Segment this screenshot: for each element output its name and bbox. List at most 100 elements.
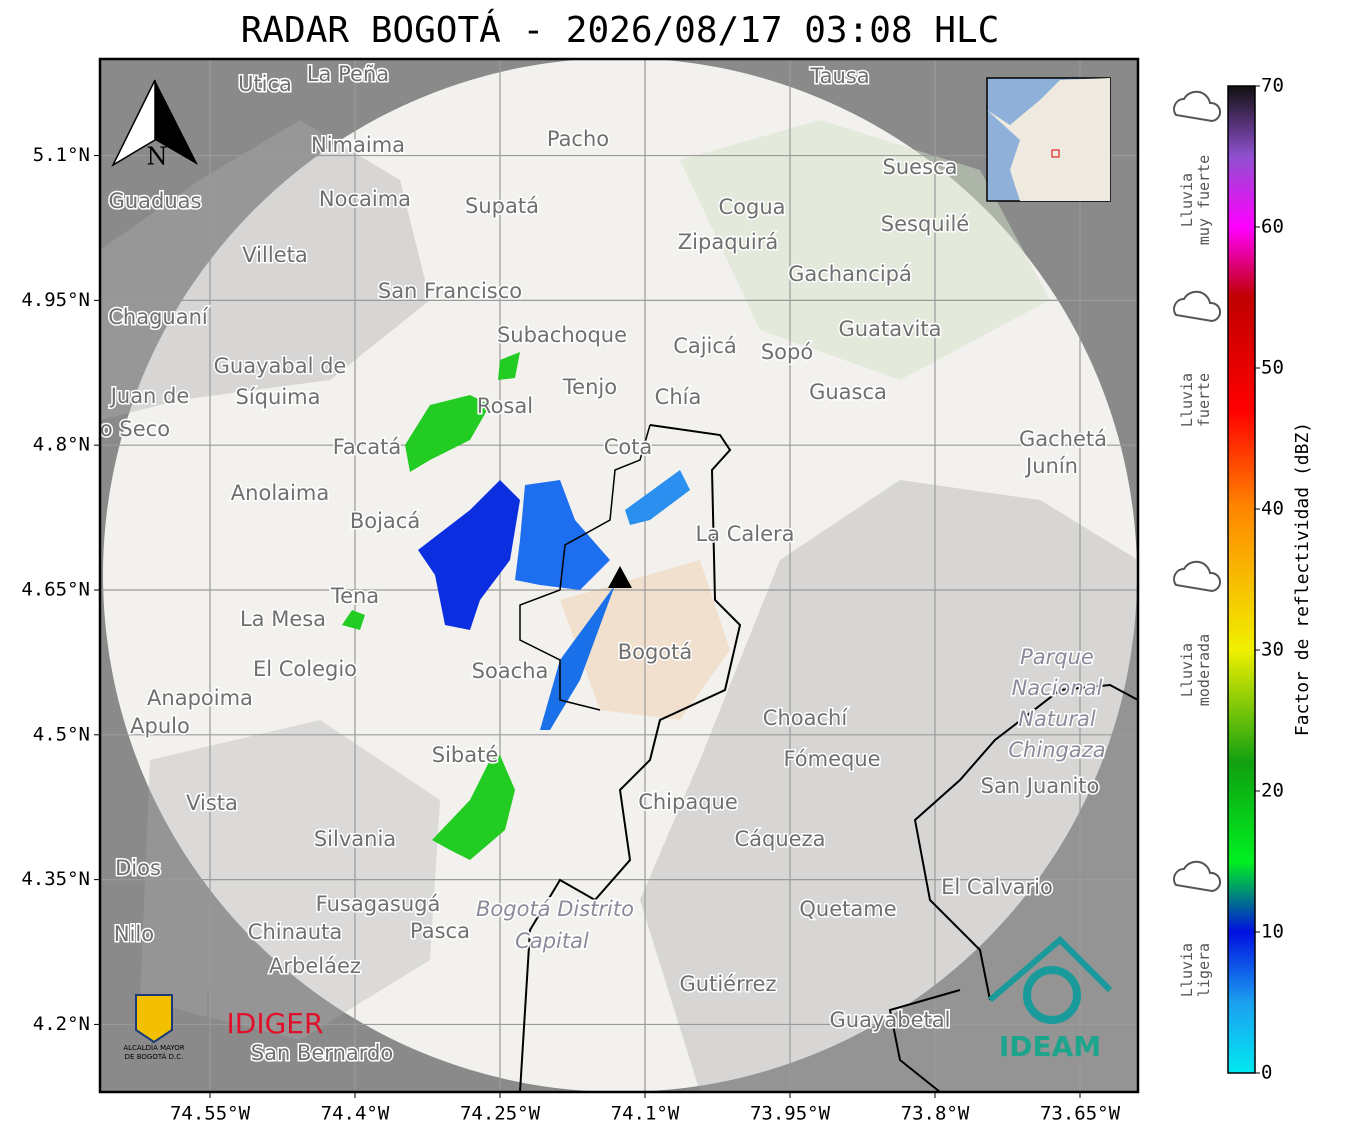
place-label: Rosal bbox=[477, 394, 533, 418]
radar-echoes bbox=[342, 352, 690, 860]
place-label: Juan de bbox=[109, 384, 190, 408]
x-tick-label: 73.95°W bbox=[750, 1103, 831, 1125]
place-label: Bogotá Distrito bbox=[476, 897, 634, 921]
place-label: Nilo bbox=[114, 922, 154, 946]
place-label: Sibaté bbox=[432, 743, 499, 767]
colorbar bbox=[1227, 85, 1256, 1074]
rain-level-label: moderada bbox=[1195, 634, 1213, 706]
place-label: Utica bbox=[238, 72, 292, 96]
place-label: Choachí bbox=[763, 706, 849, 730]
place-label: Guatavita bbox=[839, 317, 942, 341]
place-label: Silvania bbox=[314, 827, 396, 851]
y-tick-label: 4.95°N bbox=[21, 289, 90, 311]
colorbar-label: Factor de reflectividad (dBZ) bbox=[1292, 422, 1313, 736]
place-label: Anolaima bbox=[231, 481, 329, 505]
place-label: La Mesa bbox=[240, 607, 326, 631]
place-label: Facatá bbox=[333, 435, 402, 459]
place-label: San Juanito bbox=[981, 774, 1100, 798]
place-label: Guaduas bbox=[109, 189, 202, 213]
place-label: Bogotá bbox=[618, 640, 693, 664]
rain-level-label: Lluvia bbox=[1178, 643, 1196, 697]
place-label: o Seco bbox=[100, 417, 170, 441]
plot-frame bbox=[98, 57, 1140, 1094]
colorbar-tick-label: 10 bbox=[1261, 921, 1284, 943]
place-label: Parque bbox=[1020, 645, 1094, 669]
y-tick-label: 4.35°N bbox=[21, 868, 90, 890]
place-label: Villeta bbox=[242, 243, 307, 267]
place-label: Fómeque bbox=[783, 747, 880, 771]
x-tick-label: 74.1°W bbox=[611, 1103, 680, 1125]
place-label: El Colegio bbox=[253, 657, 357, 681]
rain-level-label: Lluvia bbox=[1178, 173, 1196, 227]
place-label: Fusagasugá bbox=[316, 892, 441, 916]
x-tick-label: 74.4°W bbox=[321, 1103, 390, 1125]
place-labels: La Peña Utica Tausa Pacho Nimaima Guaduas Noca… bbox=[100, 61, 1109, 1067]
place-label: Capital bbox=[515, 929, 589, 953]
x-tick-label: 73.65°W bbox=[1040, 1103, 1121, 1125]
inset-map bbox=[986, 77, 1111, 202]
place-label: Cota bbox=[604, 435, 653, 459]
place-label: Natural bbox=[1018, 707, 1096, 731]
place-label: Dios bbox=[115, 856, 161, 880]
place-label: Chingaza bbox=[1008, 738, 1105, 762]
x-tick-label: 74.25°W bbox=[460, 1103, 541, 1125]
place-label: San Bernardo bbox=[251, 1041, 393, 1065]
place-label: Síquima bbox=[236, 385, 321, 409]
logos: IDIGER ALCALDÍA MAYOR DE BOGOTÁ D.C. IDE… bbox=[123, 935, 1113, 1063]
x-tick-label: 73.8°W bbox=[901, 1103, 970, 1125]
axes: 74.55°W 74.4°W 74.25°W 74.1°W 73.95°W 73.8°W 7… bbox=[21, 144, 1120, 1124]
place-label: Gachancipá bbox=[788, 262, 912, 286]
place-label: Tenjo bbox=[562, 375, 617, 399]
place-label: Nocaima bbox=[319, 187, 411, 211]
place-label: Zipaquirá bbox=[678, 230, 778, 254]
place-label: Supatá bbox=[465, 194, 539, 218]
title: RADAR BOGOTÁ - 2026/08/17 03:08 HLC bbox=[241, 9, 1000, 51]
colorbar-tick-label: 70 bbox=[1261, 75, 1284, 97]
rain-icon bbox=[1173, 560, 1221, 593]
place-label: Subachoque bbox=[497, 323, 627, 347]
place-label: Vista bbox=[186, 791, 238, 815]
x-tick-label: 74.55°W bbox=[170, 1103, 251, 1125]
rain-icon bbox=[1173, 290, 1221, 323]
place-label: Sesquilé bbox=[881, 212, 969, 236]
place-label: Pacho bbox=[547, 127, 609, 151]
colorbar-tick-label: 40 bbox=[1261, 498, 1284, 520]
rain-icon bbox=[1173, 860, 1221, 893]
rain-level-label: muy fuerte bbox=[1195, 155, 1213, 245]
y-tick-label: 4.2°N bbox=[33, 1013, 90, 1035]
place-label: Pasca bbox=[410, 919, 470, 943]
place-label: Quetame bbox=[799, 897, 896, 921]
place-label: Arbeláez bbox=[269, 954, 361, 978]
rain-level-label: ligera bbox=[1195, 943, 1213, 997]
alcaldia-text: DE BOGOTÁ D.C. bbox=[125, 1052, 184, 1061]
place-label: Cajicá bbox=[673, 334, 737, 358]
north-label: N bbox=[147, 143, 168, 171]
place-label: Cáqueza bbox=[735, 827, 826, 851]
colorbar-tick-label: 50 bbox=[1261, 357, 1284, 379]
place-label: Guayabetal bbox=[830, 1008, 951, 1032]
place-label: La Calera bbox=[695, 522, 794, 546]
place-label: Chía bbox=[655, 385, 702, 409]
y-tick-label: 4.5°N bbox=[33, 723, 90, 745]
grid bbox=[100, 59, 1138, 1092]
rain-level-label: Lluvia bbox=[1178, 943, 1196, 997]
alcaldia-text: ALCALDÍA MAYOR bbox=[123, 1043, 184, 1052]
place-label: San Francisco bbox=[378, 279, 522, 303]
ideam-logo: IDEAM bbox=[999, 1030, 1101, 1063]
north-arrow: N bbox=[111, 79, 198, 171]
place-label: Junín bbox=[1024, 454, 1078, 478]
colorbar-tick-label: 30 bbox=[1261, 639, 1284, 661]
idiger-logo: IDIGER bbox=[227, 1007, 324, 1040]
place-label: La Peña bbox=[307, 62, 389, 86]
place-label: Tausa bbox=[809, 64, 869, 88]
colorbar-tick-label: 0 bbox=[1261, 1062, 1272, 1084]
place-label: Chinauta bbox=[248, 920, 342, 944]
place-label: Nacional bbox=[1012, 676, 1103, 700]
place-label: Soacha bbox=[472, 659, 549, 683]
colorbar-tick-label: 60 bbox=[1261, 216, 1284, 238]
place-label: Gutiérrez bbox=[680, 972, 777, 996]
place-label: Chaguaní bbox=[108, 305, 209, 329]
place-label: Guasca bbox=[809, 380, 887, 404]
place-label: Apulo bbox=[130, 714, 190, 738]
